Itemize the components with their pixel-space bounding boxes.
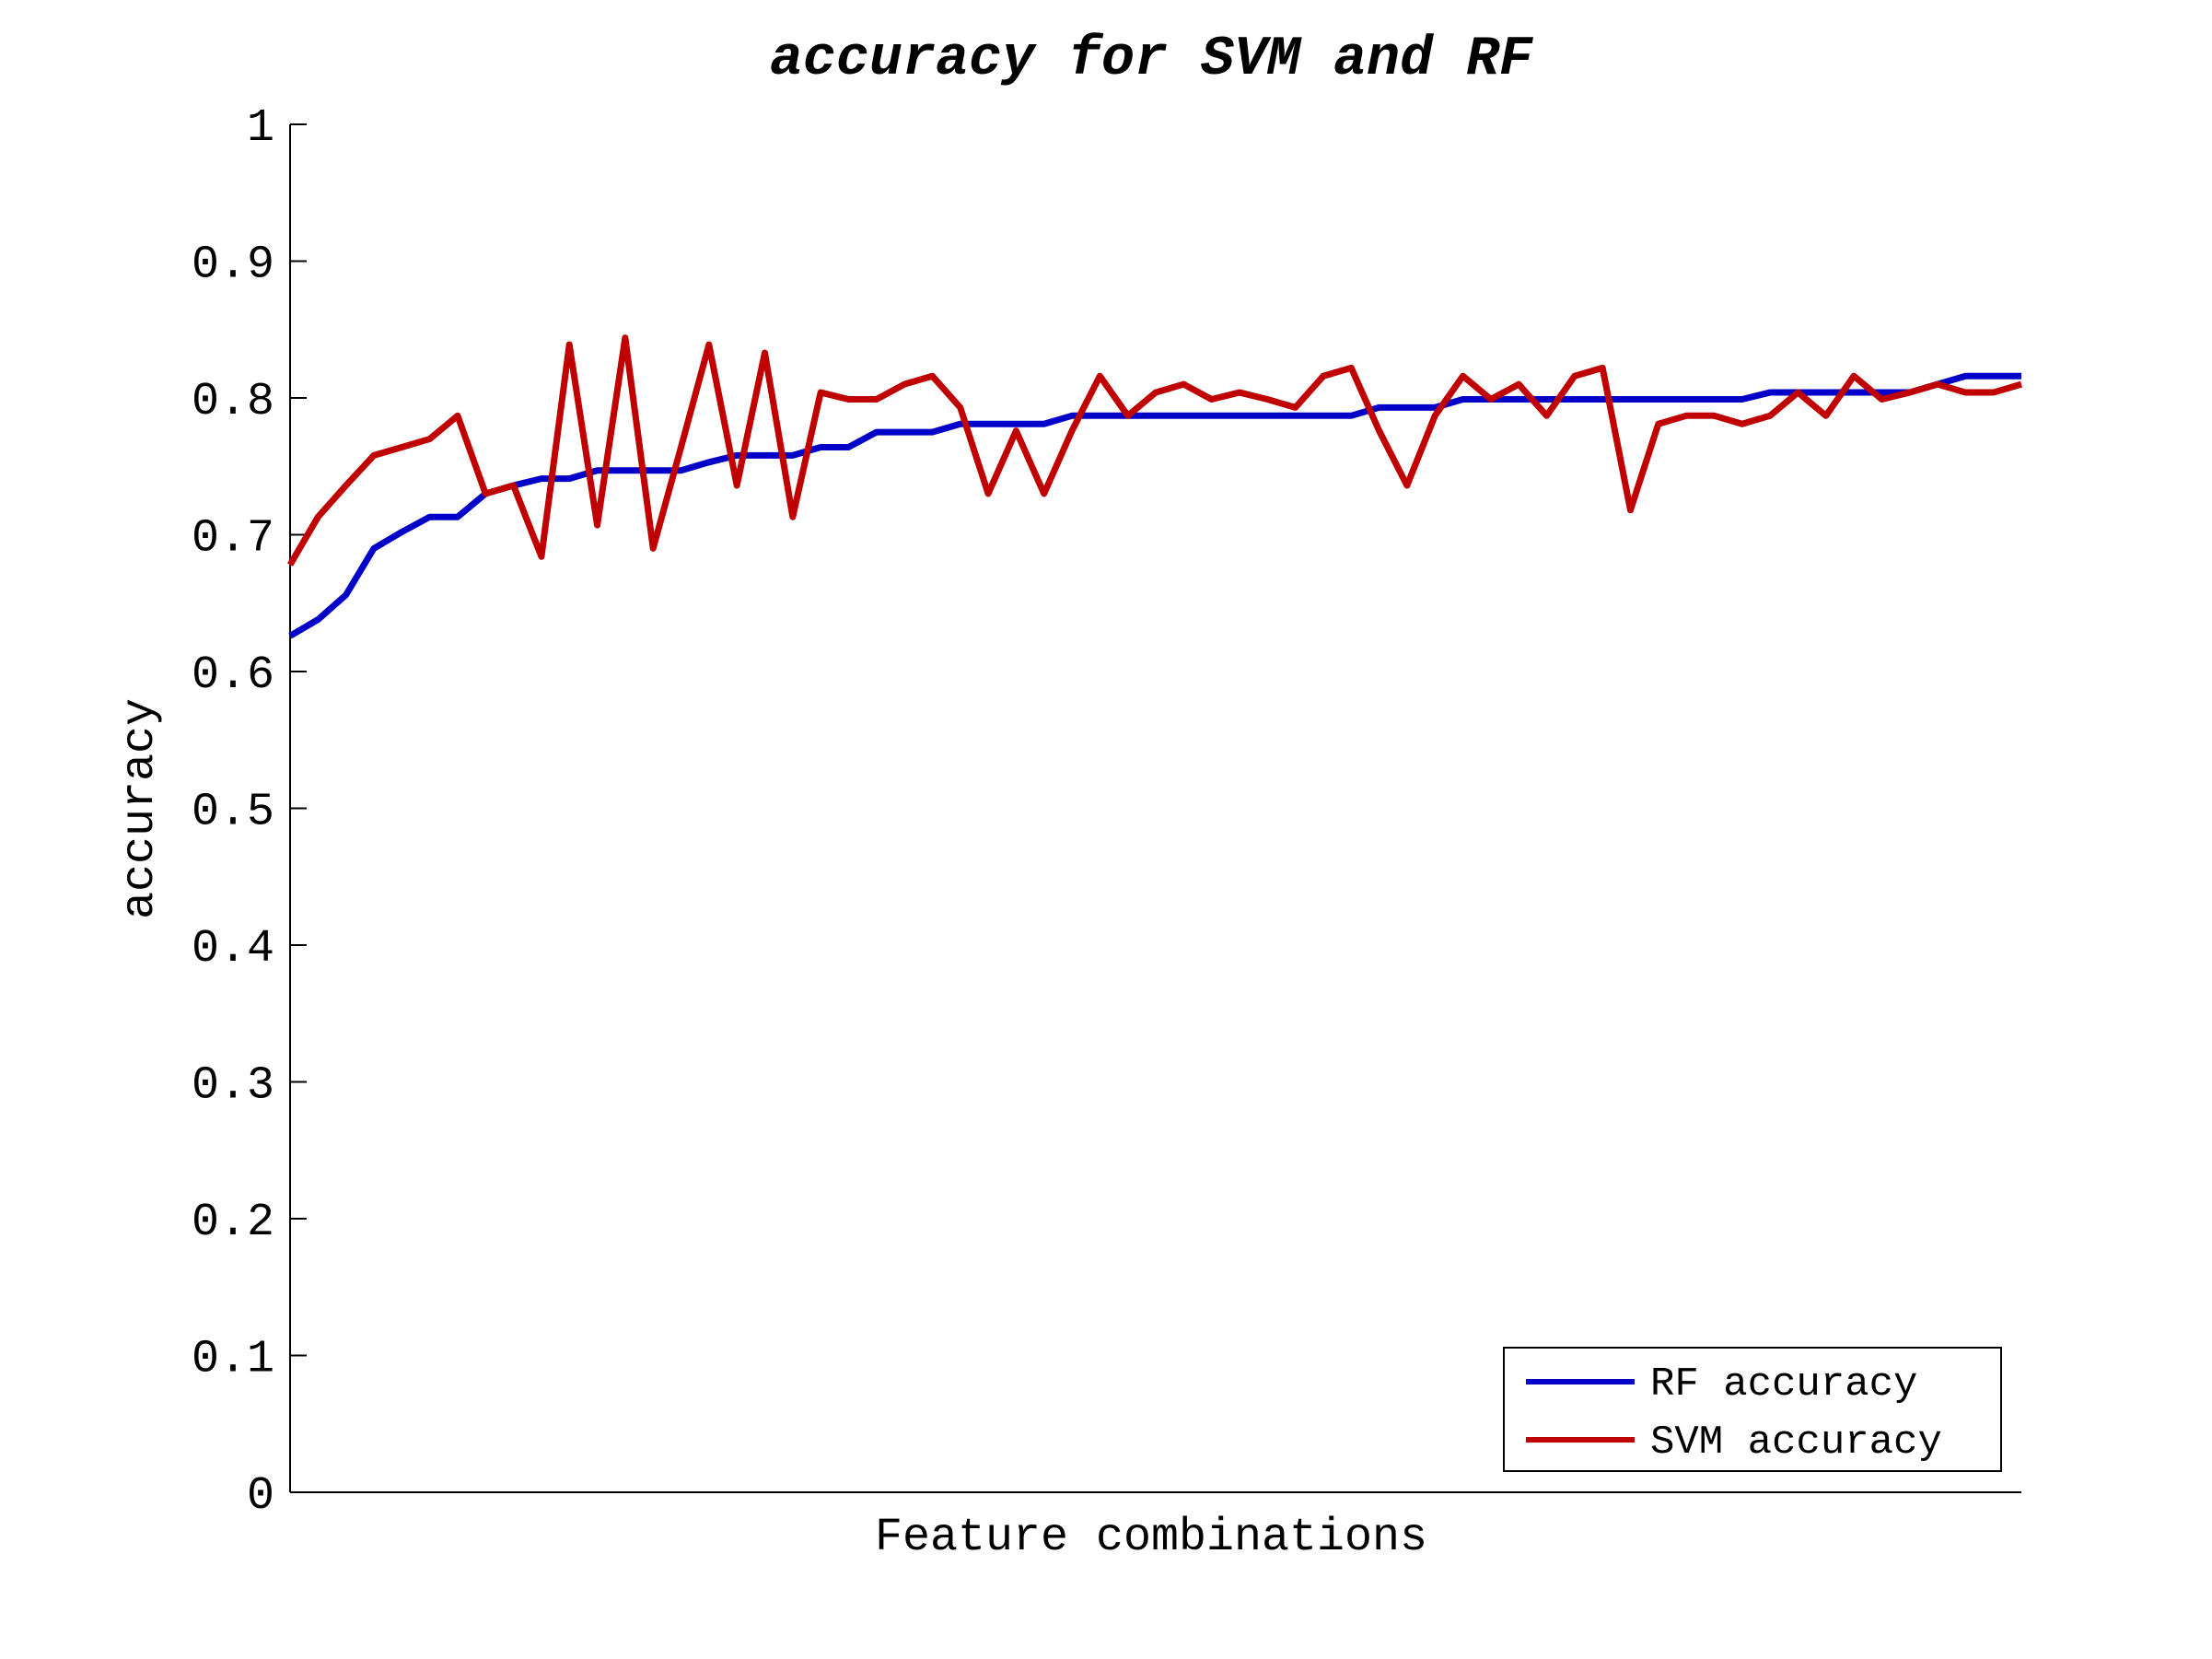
series-line-rf: [288, 372, 2021, 639]
legend-label-rf: RF accuracy: [1650, 1361, 1917, 1408]
y-tick-label: 0.6: [192, 649, 274, 702]
y-tick-label: 0.4: [192, 923, 274, 976]
legend-box: [1503, 1347, 2002, 1472]
y-tick-label: 0.2: [192, 1197, 274, 1249]
y-axis-label: accuracy: [114, 698, 167, 919]
series-layer: [286, 334, 2022, 639]
y-tick-label: 0: [247, 1470, 274, 1523]
y-tick-label: 0.1: [192, 1334, 274, 1386]
y-tick-label: 0.7: [192, 513, 274, 566]
legend: RF accuracy SVM accuracy: [1503, 1347, 2002, 1472]
legend-label-svm: SVM accuracy: [1650, 1419, 1942, 1466]
y-tick-label: 0.9: [192, 240, 274, 292]
y-ticks: 0 0.1 0.2 0.3 0.4 0.5 0.6 0.7 0.8 0.9 1: [192, 102, 307, 1523]
y-tick-label: 1: [247, 102, 274, 155]
y-tick-label: 0.3: [192, 1060, 274, 1113]
y-tick-label: 0.8: [192, 376, 274, 428]
series-line-svm: [286, 334, 2022, 567]
y-tick-label: 0.5: [192, 787, 274, 839]
x-axis-label: Feature combinations: [875, 1512, 1427, 1564]
chart-title: accuracy for SVM and RF: [770, 29, 1533, 91]
